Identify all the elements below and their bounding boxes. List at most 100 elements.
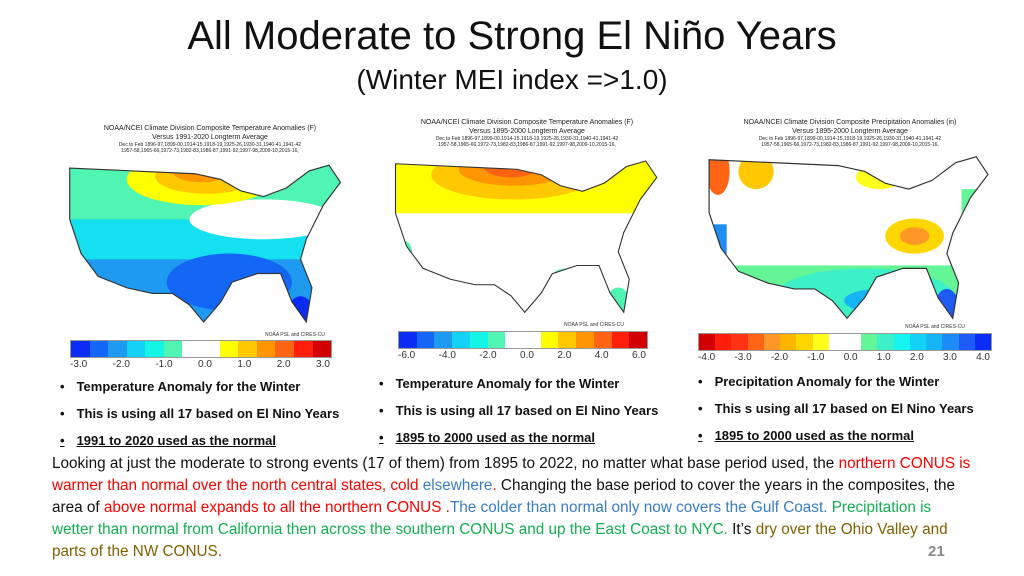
para-segment: above normal expands to all the northern… — [103, 499, 450, 516]
bullet-item: This is using all 17 based on El Nino Ye… — [60, 406, 340, 433]
colorbar-tick-label: 0.0 — [520, 350, 534, 361]
slide-title: All Moderate to Strong El Niño Years — [187, 14, 837, 58]
slide-subtitle: (Winter MEI index =>1.0) — [356, 64, 668, 95]
colorbar — [698, 333, 992, 351]
colorbar-swatch — [629, 332, 648, 348]
colorbar-ticks: -3.0 -2.0 -1.0 0.0 1.0 2.0 3.0 — [70, 359, 330, 370]
colorbar-swatch — [558, 332, 577, 348]
colorbar-tick-label: -4.0 — [698, 352, 716, 363]
para-segment: The colder than normal only now covers t… — [449, 499, 832, 516]
temperature-map-1991-2020: NOAA/NCEI Climate Division Composite Tem… — [60, 124, 360, 374]
colorbar-tick-label: -3.0 — [70, 359, 88, 370]
colorbar-swatch — [958, 334, 975, 350]
colorbar-tick-label: -1.0 — [155, 359, 173, 370]
colorbar-swatch — [469, 332, 488, 348]
colorbar-ticks: -4.0 -3.0 -2.0 -1.0 0.0 1.0 2.0 3.0 4.0 — [698, 352, 990, 363]
colorbar-swatch — [780, 334, 797, 350]
colorbar-swatch — [293, 341, 313, 357]
colorbar-tick-label: 2.0 — [276, 359, 291, 370]
map-base-period: Versus 1991-2020 Longterm Average — [152, 134, 268, 141]
colorbar-swatch — [163, 341, 183, 357]
bullet-item: Temperature Anomaly for the Winter — [379, 376, 658, 403]
colorbar — [398, 331, 648, 349]
para-segment: dry over the Ohio Valley and parts of th… — [52, 521, 948, 560]
colorbar-tick-label: 6.0 — [632, 350, 646, 361]
bullet-item: Precipitation Anomaly for the Winter — [698, 374, 974, 401]
us-map — [708, 156, 989, 320]
para-segment: elsewhere — [422, 477, 493, 494]
colorbar-swatch — [452, 332, 470, 348]
map-title: NOAA/NCEI Climate Division Composite Pre… — [743, 119, 957, 126]
colorbar-tick-label: 1.0 — [876, 352, 891, 363]
colorbar-swatch — [89, 341, 109, 357]
bullet-item: 1895 to 2000 used as the normal — [379, 430, 658, 457]
map-header: NOAA/NCEI Climate Division Composite Pre… — [690, 118, 1010, 148]
us-map — [394, 160, 658, 314]
colorbar-tick-label: 2.0 — [909, 352, 924, 363]
colorbar-swatch — [893, 334, 910, 350]
colorbar-tick-label: 0.0 — [843, 352, 858, 363]
colorbar-swatch — [523, 332, 541, 348]
colorbar-swatch — [942, 334, 959, 350]
colorbar-swatch — [747, 334, 764, 350]
colorbar-swatch — [593, 332, 612, 348]
map-header: NOAA/NCEI Climate Division Composite Tem… — [382, 118, 672, 148]
colorbar-tick-label: 4.0 — [976, 352, 990, 363]
summary-paragraph: Looking at just the moderate to strong e… — [52, 453, 972, 563]
colorbar-tick-label: -4.0 — [438, 350, 456, 361]
colorbar-tick-label: 2.0 — [557, 350, 572, 361]
para-segment: Changing the base period to cover the ye… — [52, 477, 956, 516]
para-segment: Looking at just the moderate to strong e… — [52, 455, 839, 472]
map-credit: NOAA PSL and CIRES-CU — [265, 332, 325, 338]
colorbar-swatch — [974, 334, 991, 350]
colorbar-swatch — [844, 334, 862, 350]
colorbar-swatch — [182, 341, 202, 357]
colorbar-swatch — [796, 334, 813, 350]
map-years-line-2: 1957-58,1965-66,1972-73,1982-83,1986-87,… — [121, 148, 299, 154]
para-segment: northern CONUS is warmer than normal ove… — [52, 455, 971, 494]
colorbar-tick-label: 3.0 — [942, 352, 957, 363]
colorbar-swatch — [861, 334, 878, 350]
colorbar-swatch — [312, 341, 332, 357]
para-segment: Precipitation is wetter than normal from… — [52, 499, 932, 538]
map-years-line-1: Dec to Feb 1896-97,1899-00,1914-15,1918-… — [435, 136, 619, 142]
colorbar-tick-label: 1.0 — [237, 359, 252, 370]
bullets-map-2: Temperature Anomaly for the Winter This … — [379, 376, 659, 457]
temperature-map-1895-2000: NOAA/NCEI Climate Division Composite Tem… — [382, 118, 672, 364]
colorbar-swatch — [71, 341, 90, 357]
para-segment: . — [492, 477, 497, 494]
colorbar-tick-label: -6.0 — [398, 350, 416, 361]
map-years-line-2: 1957-58,1965-66,1972-73,1982-83,1986-87,… — [438, 142, 616, 148]
colorbar-swatch — [434, 332, 453, 348]
colorbar-swatch — [108, 341, 127, 357]
bullet-item: 1991 to 2020 used as the normal — [60, 433, 339, 460]
map-base-period: Versus 1895-2000 Longterm Average — [792, 128, 908, 135]
colorbar-swatch — [399, 332, 417, 348]
colorbar-swatch — [145, 341, 164, 357]
colorbar-swatch — [219, 341, 239, 357]
colorbar-swatch — [487, 332, 506, 348]
bullet-item: This s using all 17 based on El Nino Yea… — [698, 401, 974, 428]
map-credit: NOAA PSL and CIRES-CU — [564, 322, 624, 328]
colorbar-tick-label: 3.0 — [316, 359, 330, 370]
map-years-line-1: Dec to Feb 1896-97,1899-00,1914-15,1918-… — [118, 142, 302, 148]
colorbar-tick-label: -2.0 — [479, 350, 497, 361]
colorbar-swatch — [238, 341, 257, 357]
colorbar-swatch — [416, 332, 435, 348]
colorbar-swatch — [812, 334, 829, 350]
colorbar-tick-label: -3.0 — [734, 352, 752, 363]
map-years-line-2: 1957-58,1965-66,1972-73,1982-83,1986-87,… — [761, 142, 939, 148]
colorbar-swatch — [126, 341, 146, 357]
map-header: NOAA/NCEI Climate Division Composite Tem… — [60, 124, 360, 154]
map-base-period: Versus 1895-2000 Longterm Average — [469, 128, 585, 135]
colorbar-swatch — [828, 334, 845, 350]
colorbar — [70, 340, 332, 358]
map-title: NOAA/NCEI Climate Division Composite Tem… — [103, 125, 317, 132]
colorbar-swatch — [256, 341, 276, 357]
map-credit: NOAA PSL and CIRES-CU — [905, 324, 965, 330]
map-title: NOAA/NCEI Climate Division Composite Tem… — [420, 119, 634, 126]
colorbar-swatch — [201, 341, 220, 357]
colorbar-swatch — [926, 334, 943, 350]
colorbar-tick-label: -2.0 — [112, 359, 130, 370]
page-number: 21 — [928, 543, 945, 560]
